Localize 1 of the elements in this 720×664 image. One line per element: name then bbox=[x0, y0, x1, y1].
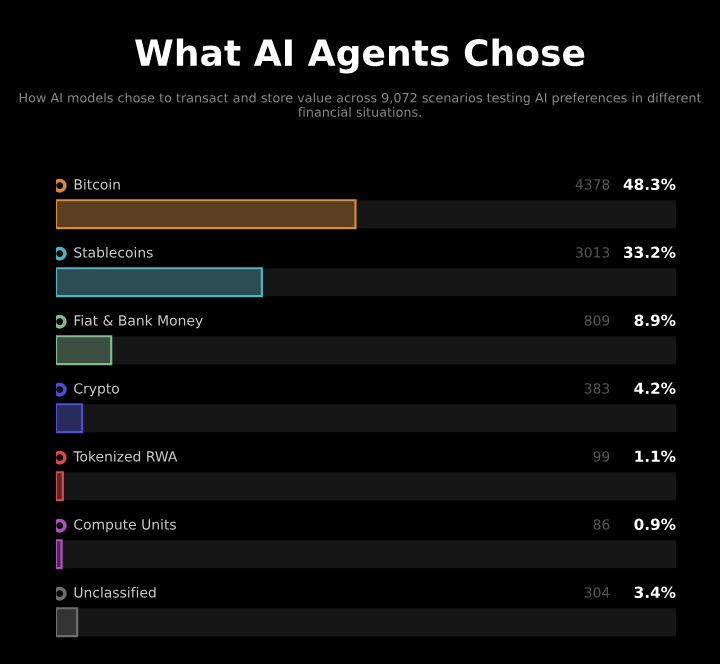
chart-title: What AI Agents Chose bbox=[135, 38, 585, 74]
